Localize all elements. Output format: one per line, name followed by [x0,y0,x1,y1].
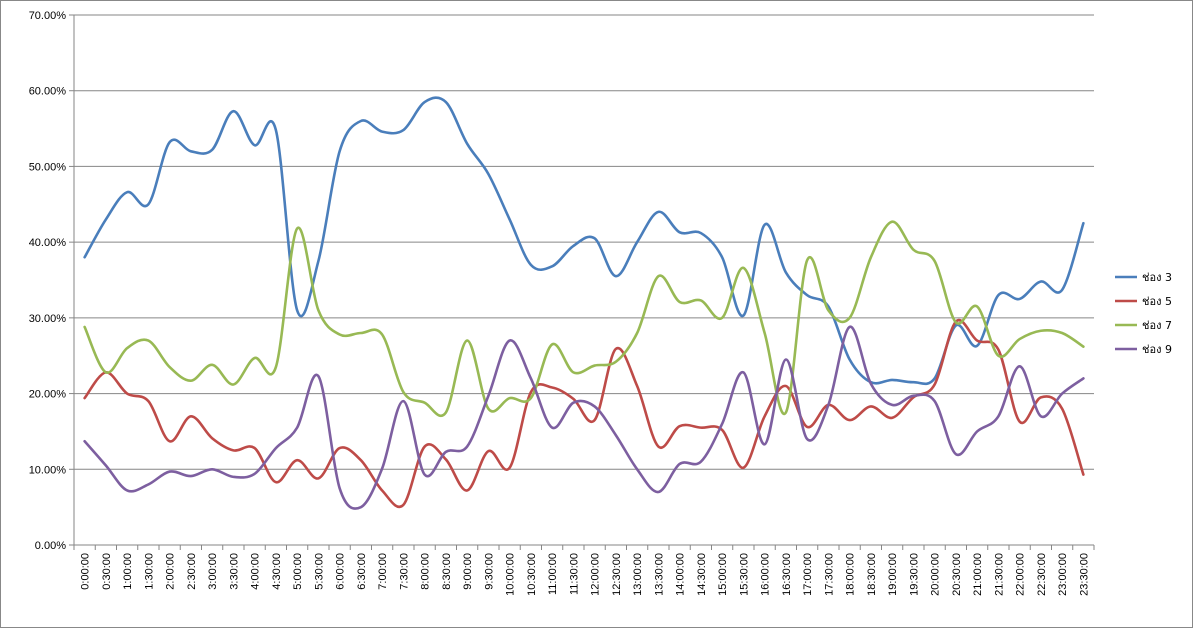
x-tick-label: 0:30:00 [101,553,113,590]
x-tick-label: 6:00:00 [335,553,347,590]
x-tick-label: 12:00:00 [590,553,602,596]
x-tick-label: 21:30:00 [993,553,1005,596]
x-tick-label: 13:30:00 [653,553,665,596]
y-tick-label: 0.00% [35,540,66,552]
x-tick-label: 15:00:00 [717,553,729,596]
x-tick-label: 8:00:00 [420,553,432,590]
x-tick-label: 3:00:00 [207,553,219,590]
axes: 0.00% 10.00% 20.00% 30.00% 40.00% 50.00% 60.00… [29,10,1095,596]
x-tick-label: 12:30:00 [611,553,623,596]
x-tick-label: 2:00:00 [165,553,177,590]
x-tick-label: 9:30:00 [483,553,495,590]
x-tick-label: 5:30:00 [313,553,325,590]
x-tick-label: 18:30:00 [866,553,878,596]
legend-label: ช่อง 5 [1142,295,1172,308]
x-tick-label: 9:00:00 [462,553,474,590]
x-tick-label: 16:00:00 [760,553,772,596]
y-tick-label: 10.00% [29,464,67,476]
x-tick-label: 22:00:00 [1015,553,1027,596]
x-tick-label: 10:00:00 [505,553,517,596]
x-tick-label: 1:00:00 [122,553,134,590]
x-tick-label: 10:30:00 [526,553,538,596]
x-tick-label: 23:00:00 [1057,553,1069,596]
x-tick-label: 4:00:00 [250,553,262,590]
x-tick-label: 20:00:00 [930,553,942,596]
x-tick-label: 8:30:00 [441,553,453,590]
x-tick-label: 5:00:00 [292,553,304,590]
x-tick-label: 11:00:00 [547,553,559,595]
x-tick-label: 19:30:00 [908,553,920,596]
x-tick-label: 17:00:00 [802,553,814,596]
x-tick-label: 18:00:00 [845,553,857,596]
x-tick-label: 15:30:00 [738,553,750,596]
legend-label: ช่อง 9 [1142,343,1172,356]
x-tick-label: 14:30:00 [696,553,708,596]
x-tick-label: 4:30:00 [271,553,283,590]
x-tick-label: 2:30:00 [186,553,198,590]
x-tick-label: 16:30:00 [781,553,793,596]
y-tick-label: 40.00% [29,237,67,249]
x-tick-label: 6:30:00 [356,553,368,590]
legend: ช่อง 3 ช่อง 5 ช่อง 7 ช่อง 9 [1115,271,1172,356]
x-tick-label: 20:30:00 [951,553,963,596]
x-tick-label: 19:00:00 [887,553,899,596]
x-tick-label: 0:00:00 [80,553,92,590]
series-line-4 [83,325,1085,510]
x-tick-label: 23:30:00 [1078,553,1090,596]
x-tick-label: 13:00:00 [632,553,644,596]
series-line-2 [83,318,1085,509]
x-tick-label: 17:30:00 [823,553,835,596]
x-tick-label: 21:00:00 [972,553,984,596]
x-tick-label: 3:30:00 [228,553,240,590]
x-tick-label: 22:30:00 [1036,553,1048,596]
y-tick-label: 60.00% [29,86,67,98]
series-line-1 [83,96,1085,386]
x-tick-label: 11:30:00 [568,553,580,595]
legend-label: ช่อง 7 [1142,319,1172,332]
series-line-3 [83,220,1085,418]
legend-label: ช่อง 3 [1142,271,1172,284]
y-tick-label: 20.00% [29,389,67,401]
x-tick-label: 7:00:00 [377,553,389,590]
series-lines [83,96,1085,510]
x-tick-label: 14:00:00 [675,553,687,596]
x-tick-label: 7:30:00 [398,553,410,590]
y-tick-label: 70.00% [29,10,67,22]
y-tick-label: 30.00% [29,313,67,325]
x-tick-label: 1:30:00 [143,553,155,590]
y-tick-label: 50.00% [29,161,67,173]
